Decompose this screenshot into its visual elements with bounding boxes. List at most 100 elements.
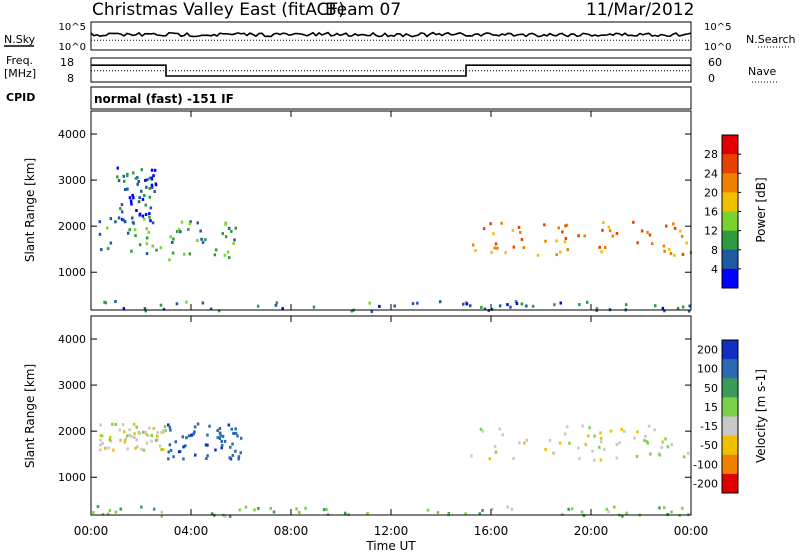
data-cell xyxy=(567,507,570,511)
data-cell xyxy=(237,457,240,461)
velocity-panel-background xyxy=(91,316,691,515)
data-cell xyxy=(509,305,512,309)
colorbar-tick-label: 200 xyxy=(697,344,718,357)
data-cell xyxy=(154,438,158,442)
x-tick-label: 04:00 xyxy=(174,524,209,538)
data-cell xyxy=(131,216,134,220)
data-cell xyxy=(143,307,147,311)
data-cell xyxy=(169,448,173,452)
data-cell xyxy=(133,228,137,232)
data-cell xyxy=(636,241,639,245)
data-cell xyxy=(167,450,170,454)
data-cell xyxy=(136,176,139,180)
data-cell xyxy=(92,511,95,514)
data-cell xyxy=(681,506,684,510)
data-cell xyxy=(206,454,209,458)
data-cell xyxy=(239,451,242,455)
data-cell xyxy=(224,514,227,518)
data-cell xyxy=(149,206,153,210)
data-cell xyxy=(229,445,232,449)
data-cell xyxy=(106,247,110,251)
data-cell xyxy=(206,433,209,437)
data-cell xyxy=(132,196,135,200)
data-cell xyxy=(599,431,602,435)
data-cell xyxy=(416,301,419,305)
data-cell xyxy=(506,505,509,509)
data-cell xyxy=(134,176,138,180)
data-cell xyxy=(134,446,137,450)
data-cell xyxy=(171,251,175,255)
data-cell xyxy=(350,309,353,313)
data-cell xyxy=(126,447,129,451)
data-cell xyxy=(145,252,149,256)
data-cell xyxy=(177,228,181,232)
nave-label: Nave xyxy=(748,65,776,78)
data-cell xyxy=(122,174,125,178)
data-cell xyxy=(118,428,121,432)
data-cell xyxy=(666,445,670,449)
data-cell xyxy=(478,512,481,516)
freq-tick-low: 8 xyxy=(67,72,74,85)
data-cell xyxy=(120,210,124,214)
colorbar-segment xyxy=(722,230,738,251)
data-cell xyxy=(138,243,142,247)
data-cell xyxy=(200,237,203,241)
data-cell xyxy=(196,422,200,426)
data-cell xyxy=(492,232,495,236)
data-cell xyxy=(520,302,524,306)
data-cell xyxy=(137,180,140,183)
data-cell xyxy=(660,445,663,449)
data-cell xyxy=(598,445,601,449)
data-cell xyxy=(99,434,102,438)
power-panel-background xyxy=(91,111,691,310)
data-cell xyxy=(618,441,621,445)
data-cell xyxy=(204,443,208,447)
data-cell xyxy=(150,168,154,172)
data-cell xyxy=(586,300,589,304)
data-cell xyxy=(129,199,133,203)
data-cell xyxy=(122,179,126,183)
data-cell xyxy=(196,221,199,225)
data-cell xyxy=(210,512,214,516)
nave-tick-high: 60 xyxy=(708,56,722,69)
data-cell xyxy=(158,444,162,448)
data-cell xyxy=(151,186,154,189)
data-cell xyxy=(517,225,521,229)
data-cell xyxy=(214,448,217,452)
data-cell xyxy=(138,196,141,200)
data-cell xyxy=(234,427,237,431)
data-cell xyxy=(134,234,137,238)
data-cell xyxy=(121,423,125,427)
data-cell xyxy=(128,433,131,437)
data-cell xyxy=(670,443,674,447)
data-cell xyxy=(515,302,519,305)
data-cell xyxy=(130,249,133,253)
data-cell xyxy=(206,443,209,447)
data-cell xyxy=(648,233,652,237)
data-cell xyxy=(114,300,117,303)
data-cell xyxy=(570,507,574,511)
data-cell xyxy=(426,508,430,512)
data-cell xyxy=(295,507,298,511)
data-cell xyxy=(607,225,611,229)
data-cell xyxy=(269,506,272,510)
data-cell xyxy=(189,220,192,224)
data-cell xyxy=(219,431,222,435)
data-cell xyxy=(615,456,618,460)
data-cell xyxy=(167,423,170,427)
data-cell xyxy=(581,424,584,428)
data-cell xyxy=(116,166,119,170)
data-cell xyxy=(370,310,373,313)
data-cell xyxy=(168,425,172,429)
data-cell xyxy=(154,183,158,187)
data-cell xyxy=(604,246,607,249)
data-cell xyxy=(602,221,605,225)
data-cell xyxy=(145,227,148,231)
noise-tick-low-left: 10^0 xyxy=(59,42,86,53)
data-cell xyxy=(633,436,636,440)
data-cell xyxy=(117,179,121,183)
data-cell xyxy=(184,444,187,448)
data-cell xyxy=(223,253,227,257)
data-cell xyxy=(114,510,118,514)
